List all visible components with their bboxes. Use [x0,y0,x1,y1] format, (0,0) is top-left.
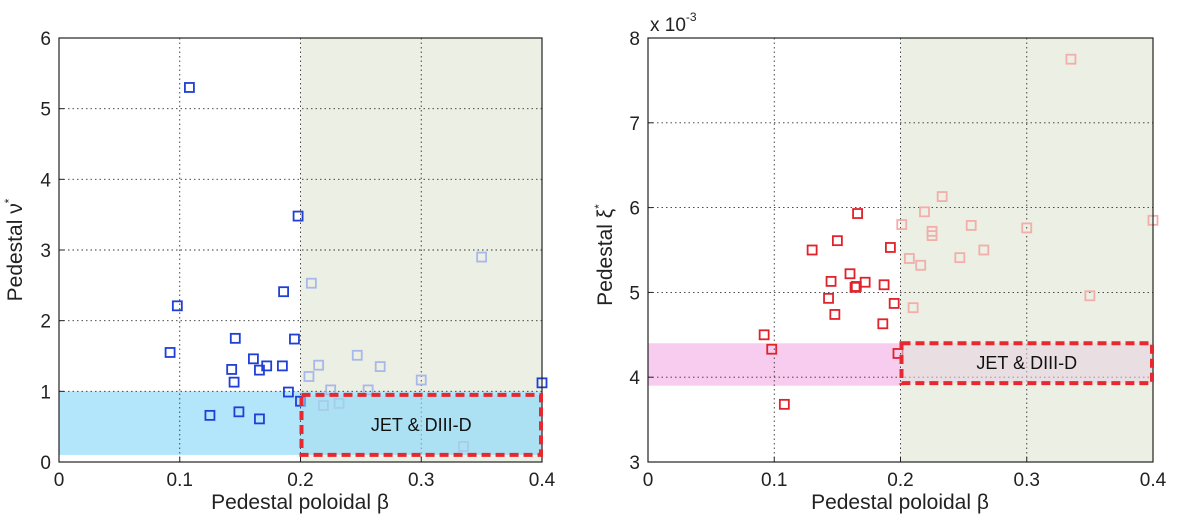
data-point [829,309,841,320]
x-tick-label: 0.1 [167,470,193,491]
y-tick-label: 6 [40,29,51,50]
target-band [648,343,901,386]
x-tick-label: 0.2 [287,470,313,491]
data-point [254,413,265,425]
data-point [878,279,890,291]
data-point [184,82,195,93]
data-point [806,244,818,256]
data-point [831,235,843,247]
data-point [476,251,488,263]
y-tick-label: 4 [40,170,51,191]
data-point [229,332,241,344]
x-tick-label: 0.4 [529,470,556,491]
x-tick-label: 0 [54,470,65,491]
jet-diii-d-box [899,341,1154,386]
y-tick-label: 2 [40,312,51,333]
data-point [351,349,363,361]
x-tick-label: 0.2 [887,470,913,491]
data-point [164,347,176,358]
data-point [825,275,837,287]
data-point [965,220,977,231]
data-point [885,242,896,253]
y-tick-label: 5 [629,283,640,304]
y-axis-label-superscript: * [592,204,606,209]
data-point [1065,53,1077,65]
data-point [254,364,265,376]
y-tick-label: 5 [40,100,51,121]
exponent-label: x 10-3 [650,10,697,36]
data-point [758,329,770,341]
data-point [844,268,856,280]
data-point [276,360,288,372]
data-point [888,298,900,309]
y-tick-label: 7 [629,114,640,135]
exponent-base: x 10 [650,15,686,36]
y-tick-label: 4 [629,368,640,389]
data-point [226,364,238,375]
data-point [823,292,834,304]
data-point [850,281,862,292]
data-point [362,384,374,396]
data-point [248,353,259,365]
data-point [278,286,289,298]
jet-diii-d-box [299,392,543,457]
data-point [374,361,386,373]
data-point [233,406,245,418]
xi-star-scatter-panel: 0 0.1 0.2 0.3 0.4 3 4 5 6 7 8 JET & DIII-D Pedesta… [592,10,1167,514]
y-axis-label-main: Pedestal ξ [594,209,617,306]
x-axis-label: Pedestal poloidal β [211,491,389,514]
y-axis-label-group: Pedestal ν* [2,198,27,301]
data-point [903,253,915,264]
data-point [415,374,427,386]
x-tick-label: 0.3 [1014,470,1040,491]
y-axis-label: Pedestal ξ* [592,204,617,306]
x-tick-label: 0.3 [408,470,434,491]
y-axis-label: Pedestal ν* [2,198,27,301]
x-tick-label: 0.1 [761,470,787,491]
y-tick-label: 8 [629,29,640,50]
y-tick-label: 3 [629,453,640,474]
x-tick-label: 0.4 [1140,470,1167,491]
data-point [171,300,183,312]
data-point [1021,222,1033,234]
x-axis-label: Pedestal poloidal β [811,491,989,514]
data-point [1084,290,1096,302]
data-point [926,230,938,241]
x-tick-label: 0 [643,470,654,491]
data-point [954,252,966,264]
data-point [896,219,908,230]
data-point [228,376,240,388]
data-point [204,409,216,421]
y-tick-label: 1 [40,382,51,403]
y-axis-label-group: Pedestal ξ* [592,204,617,306]
data-point [289,333,300,345]
data-point [766,343,778,355]
y-axis-label-superscript: * [2,198,16,203]
data-point [919,206,930,218]
y-axis-label-main: Pedestal ν [4,203,27,301]
y-tick-label: 6 [629,199,640,220]
y-tick-label: 0 [40,453,51,474]
data-point [292,210,304,222]
data-point [852,208,863,219]
box-label: JET & DIII-D [371,415,472,435]
nu-star-scatter-panel: 0 0.1 0.2 0.3 0.4 0 1 2 3 4 5 6 JET & DIII-D Pedest… [2,29,556,514]
data-point [907,302,919,314]
y-tick-label: 3 [40,241,51,262]
data-point [877,318,889,330]
data-point [303,371,315,382]
exponent-power: -3 [686,10,697,24]
data-point [978,244,990,256]
data-point [283,386,294,398]
data-point [936,191,948,202]
data-point [778,398,790,410]
box-label: JET & DIII-D [976,353,1077,373]
data-point [313,359,325,371]
data-point [915,259,927,271]
data-point [305,277,317,289]
